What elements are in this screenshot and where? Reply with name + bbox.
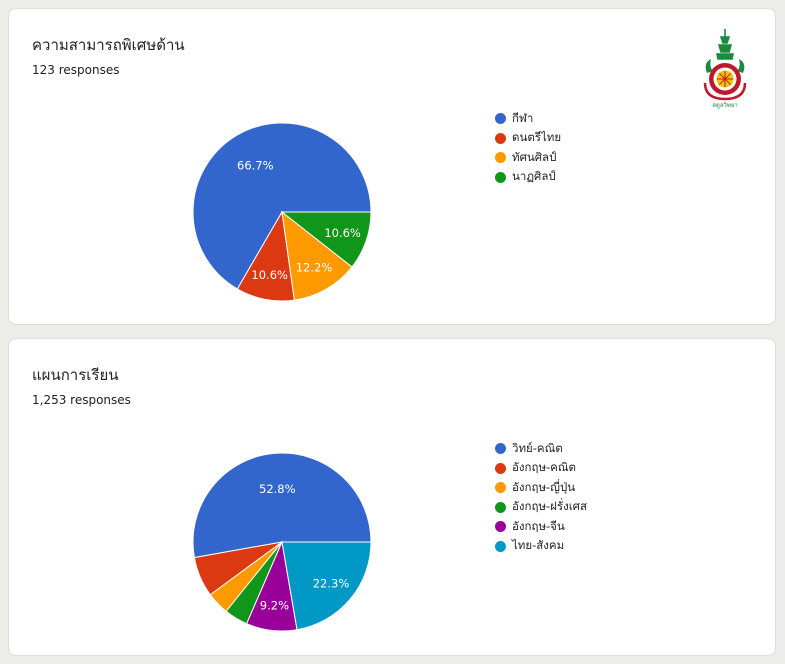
legend-swatch — [495, 521, 506, 533]
legend-label: อังกฤษ-ญี่ปุ่น — [512, 479, 576, 494]
slice-data-label: 12.2% — [296, 261, 333, 275]
school-logo: สตูลวิทยา — [703, 29, 747, 109]
legend-item: อังกฤษ-คณิต — [495, 459, 587, 479]
legend-item: นาฏศิลป์ — [495, 168, 561, 188]
legend-label: ทัศนศิลป์ — [512, 149, 557, 164]
legend-label: ไทย-สังคม — [512, 538, 565, 553]
response-count: 123 responses — [32, 63, 120, 77]
legend-label: อังกฤษ-คณิต — [512, 460, 577, 475]
pie-chart-1: 66.7% 10.6% 12.2% 10.6% — [192, 122, 372, 302]
pie-slice — [192, 452, 372, 559]
legend-swatch — [495, 152, 506, 164]
slice-data-label: 66.7% — [237, 159, 274, 173]
legend-item: กีฬา — [495, 109, 561, 129]
legend-item: ดนตรีไทย — [495, 129, 561, 149]
slice-data-label: 9.2% — [260, 599, 289, 613]
legend-label: กีฬา — [512, 110, 534, 125]
legend-label: อังกฤษ-จีน — [512, 518, 565, 533]
chart-legend-2: วิทย์-คณิตอังกฤษ-คณิตอังกฤษ-ญี่ปุ่นอังกฤ… — [495, 439, 587, 556]
pie-slice — [280, 211, 372, 268]
slice-data-label: 52.8% — [259, 482, 296, 496]
pie-slice — [192, 122, 372, 290]
slice-data-label: 10.6% — [324, 226, 361, 240]
slice-data-label: 10.6% — [251, 268, 288, 282]
legend-swatch — [495, 113, 506, 125]
legend-item: ไทย-สังคม — [495, 537, 587, 557]
logo-text: สตูลวิทยา — [712, 102, 737, 109]
legend-swatch — [495, 462, 506, 474]
question-title: แผนการเรียน — [32, 366, 119, 384]
chart-legend-1: กีฬาดนตรีไทยทัศนศิลป์นาฏศิลป์ — [495, 109, 561, 187]
legend-swatch — [495, 482, 506, 494]
legend-item: ทัศนศิลป์ — [495, 148, 561, 168]
legend-item: อังกฤษ-ฝรั่งเศส — [495, 498, 587, 518]
question-card-2: แผนการเรียน 1,253 responses 52.8% 9.2% 22.… — [8, 338, 776, 656]
legend-item: อังกฤษ-จีน — [495, 517, 587, 537]
legend-swatch — [495, 540, 506, 552]
legend-label: อังกฤษ-ฝรั่งเศส — [512, 499, 587, 514]
legend-label: วิทย์-คณิต — [512, 440, 563, 455]
pie-chart-2: 52.8% 9.2% 22.3% — [192, 452, 372, 632]
legend-label: ดนตรีไทย — [512, 130, 562, 145]
legend-item: อังกฤษ-ญี่ปุ่น — [495, 478, 587, 498]
legend-swatch — [495, 132, 506, 144]
response-count: 1,253 responses — [32, 393, 131, 407]
pie-slice — [281, 541, 372, 631]
legend-swatch — [495, 501, 506, 513]
legend-swatch — [495, 171, 506, 183]
question-title: ความสามารถพิเศษด้าน — [32, 36, 185, 54]
question-card-1: ความสามารถพิเศษด้าน 123 responses 66.7% 1… — [8, 8, 776, 325]
legend-label: นาฏศิลป์ — [512, 169, 556, 184]
slice-data-label: 22.3% — [313, 576, 350, 590]
legend-swatch — [495, 443, 506, 455]
legend-item: วิทย์-คณิต — [495, 439, 587, 459]
pie-slice — [281, 210, 353, 301]
